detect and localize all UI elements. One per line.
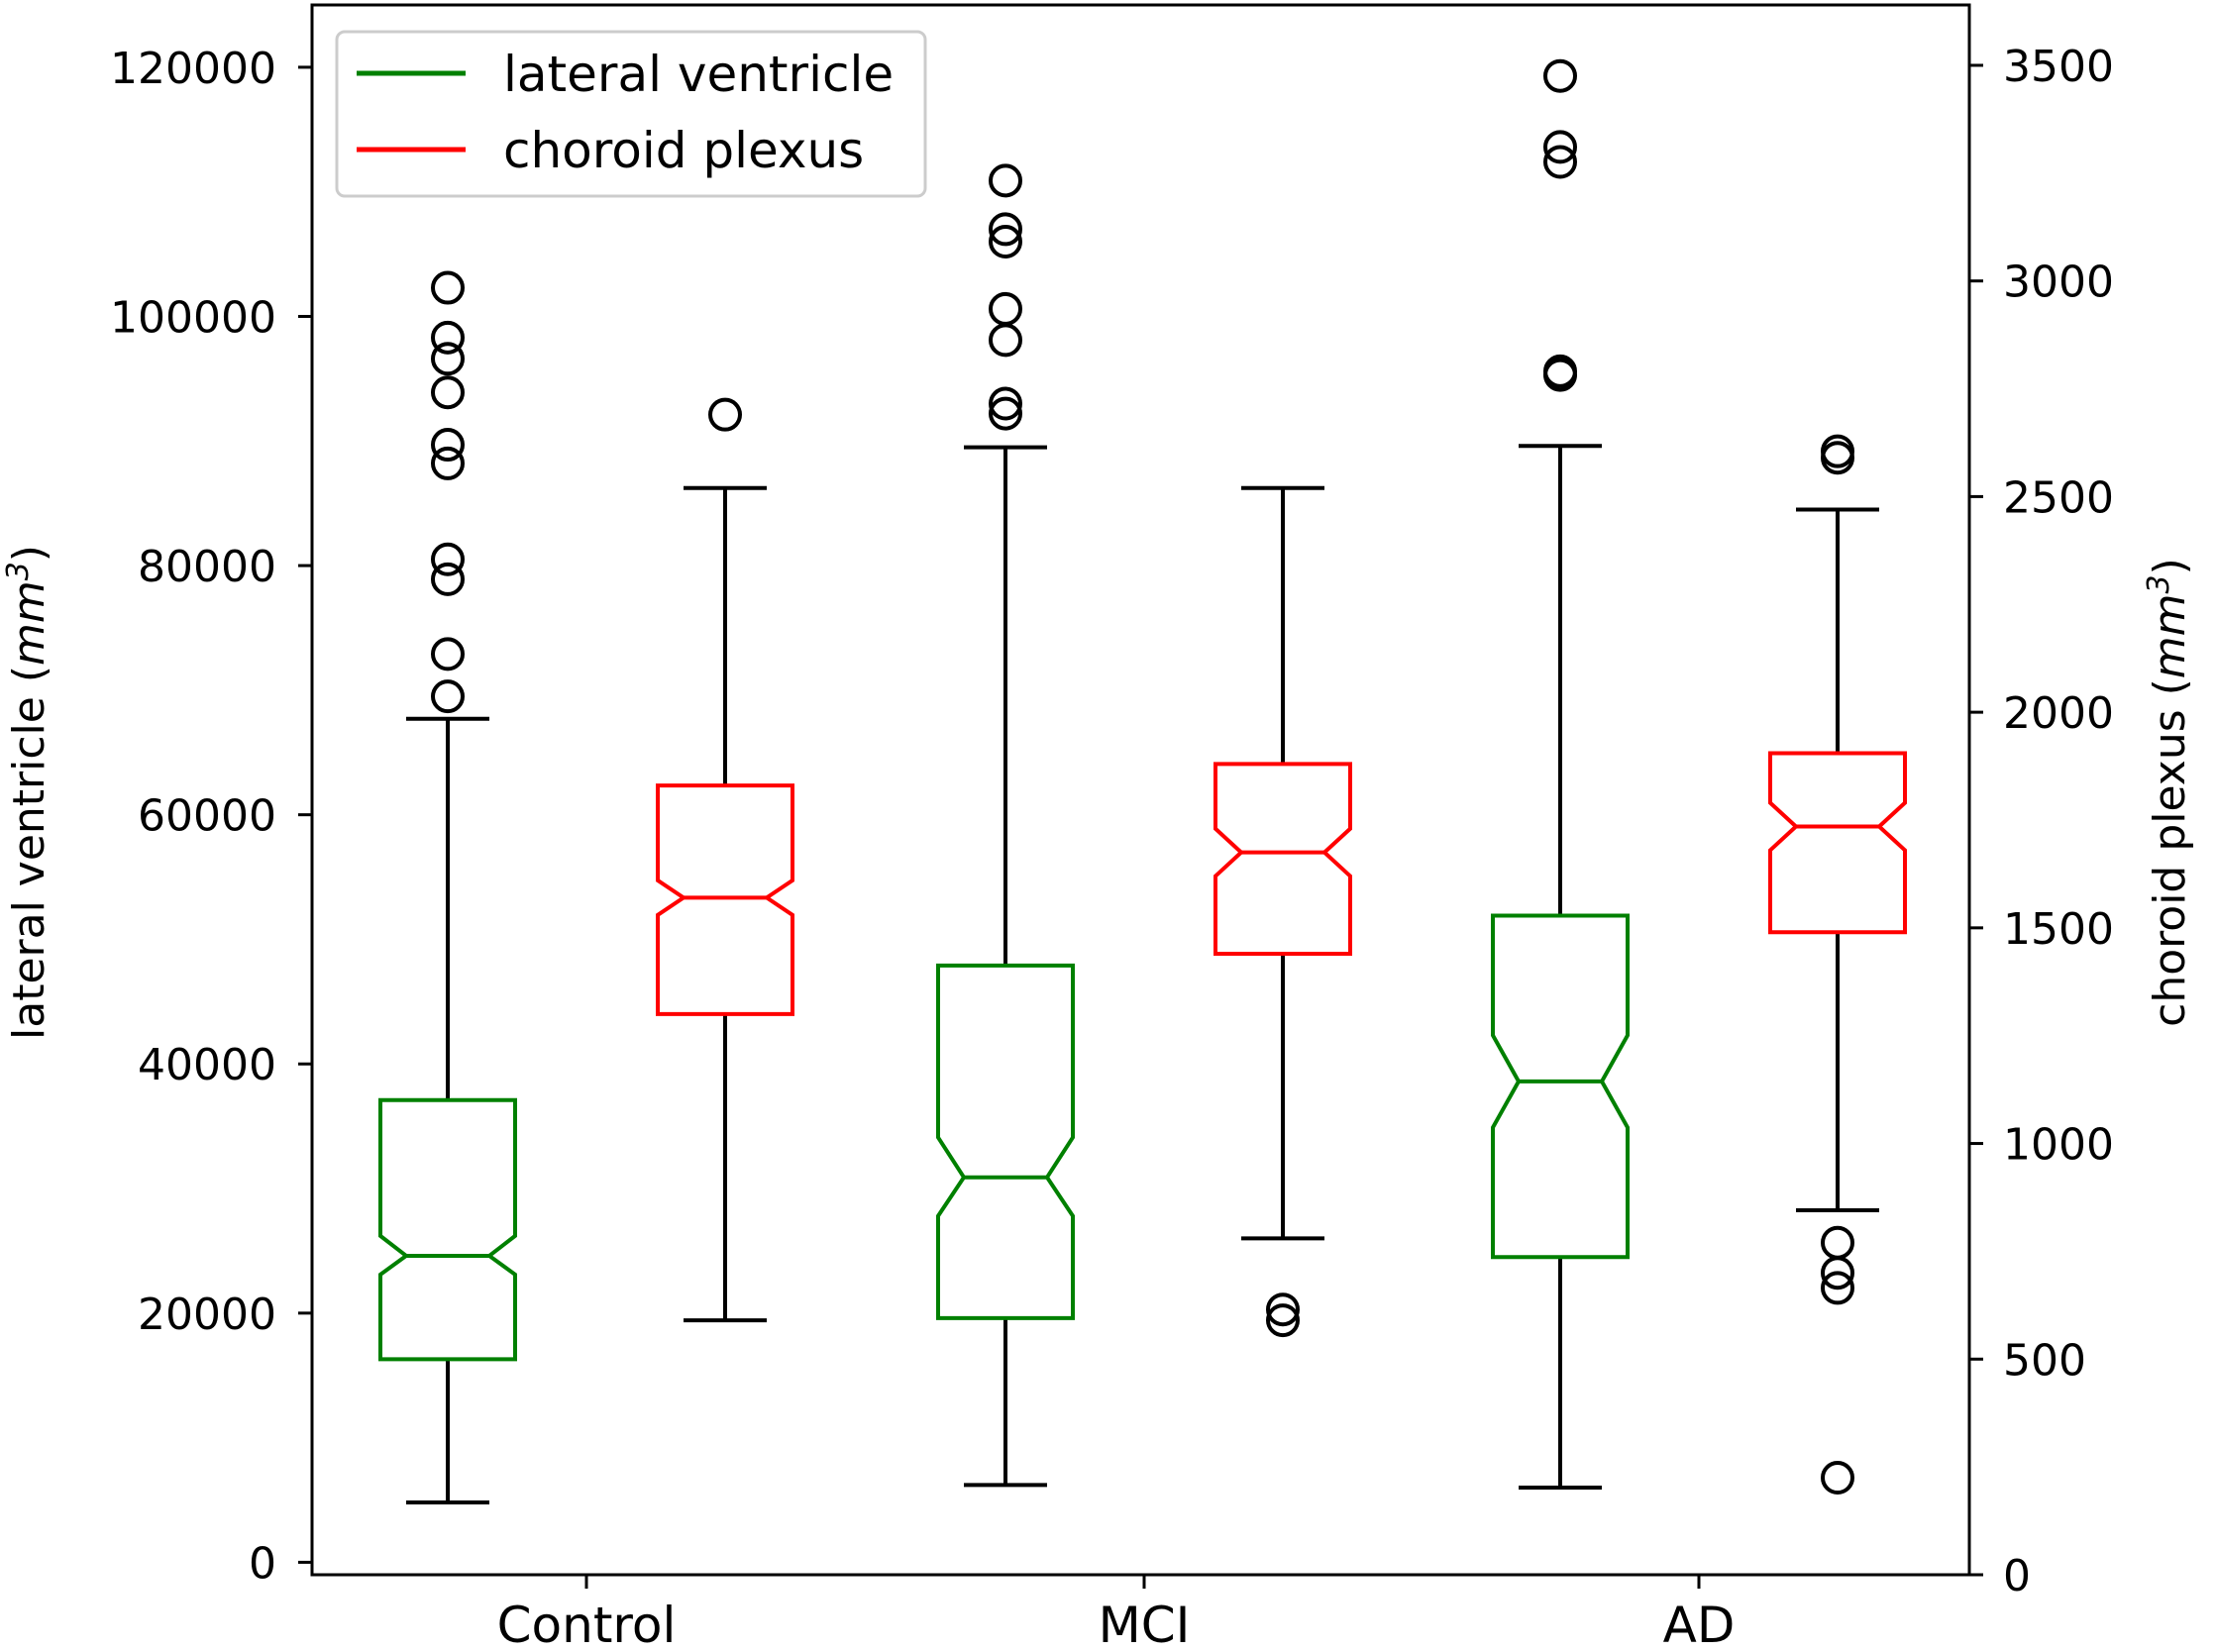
outlier-point [1821,1461,1854,1496]
series-lateral-ventricle [378,58,1630,1505]
right-tick-label: 2000 [2003,688,2114,739]
box-choroid-plexus-control [656,397,794,1323]
box-lateral-ventricle-ad [1491,58,1630,1490]
outlier-point [431,679,465,714]
outlier-point [431,446,465,480]
outlier-point [431,562,465,596]
outlier-point [989,386,1022,421]
outlier-point [1543,145,1577,179]
outlier-point [431,342,465,376]
outlier-point [989,212,1022,247]
left-axis-title: lateral ventricle (mm3) [1,545,54,1040]
category-label: Control [497,1597,677,1652]
outlier-point [989,163,1022,198]
left-tick-label: 100000 [110,292,276,343]
outlier-point [989,323,1022,358]
right-tick-label: 500 [2003,1335,2086,1386]
outlier-point [1266,1303,1300,1338]
right-tick-label: 3000 [2003,258,2114,308]
legend-label: choroid plexus [503,122,864,179]
outlier-point [431,375,465,410]
left-tick-label: 120000 [110,44,276,94]
outlier-point [989,291,1022,326]
legend: lateral ventricle choroid plexus [335,30,927,198]
left-tick-label: 80000 [138,542,276,592]
left-tick-label: 0 [249,1538,276,1589]
box-lateral-ventricle-control [378,270,517,1505]
notched-box [1214,762,1352,956]
notched-box [1768,751,1907,935]
box-choroid-plexus-mci [1214,485,1352,1338]
outlier-point [1821,1225,1854,1260]
outlier-point [708,397,742,432]
plot-frame [310,3,1971,1577]
left-tick-label: 60000 [138,791,276,842]
outlier-point [431,270,465,305]
notched-box [378,1097,517,1362]
right-tick-label: 1000 [2003,1120,2114,1171]
left-tick-label: 40000 [138,1040,276,1090]
legend-label: lateral ventricle [503,46,894,103]
category-label: AD [1663,1597,1736,1652]
outlier-point [989,396,1022,431]
notched-box [1491,913,1630,1260]
outlier-point [431,637,465,671]
outlier-point [1821,1271,1854,1305]
notched-box [936,963,1075,1320]
box-lateral-ventricle-mci [936,163,1075,1488]
outlier-point [1821,434,1854,468]
outlier-point [1266,1292,1300,1327]
right-tick-label: 2500 [2003,472,2114,523]
outlier-point [431,320,465,355]
left-tick-label: 20000 [138,1290,276,1340]
right-tick-label: 3500 [2003,42,2114,92]
outlier-point [1543,130,1577,164]
legend-frame [335,30,927,198]
right-tick-label: 1500 [2003,904,2114,955]
outlier-point [1543,354,1577,388]
notched-box [656,783,794,1016]
outlier-point [989,225,1022,259]
right-tick-label: 0 [2003,1551,2031,1601]
right-axis-title: choroid plexus (mm3) [2142,558,2195,1027]
box-choroid-plexus-ad [1768,434,1907,1496]
outlier-point [431,428,465,463]
outlier-point [1543,58,1577,93]
series-choroid-plexus [656,397,1907,1496]
category-label: MCI [1099,1597,1191,1652]
outlier-point [1821,441,1854,475]
outlier-point [431,542,465,576]
